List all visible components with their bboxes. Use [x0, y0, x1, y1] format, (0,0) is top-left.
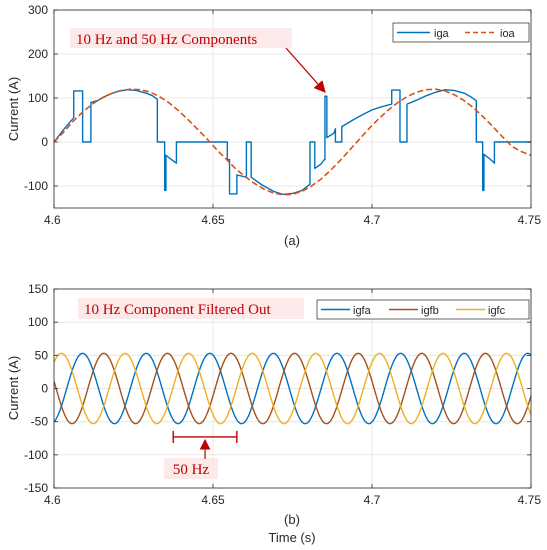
annotation-b-background: [78, 298, 304, 319]
x-tick-label: 4.7: [364, 493, 381, 507]
annotation-a-text: 10 Hz and 50 Hz Components: [76, 32, 257, 48]
panel-b-legend: igfa igfb igfc: [316, 299, 530, 320]
y-tick-label: -100: [24, 448, 48, 462]
x-tick-label: 4.75: [518, 213, 542, 227]
series-iga-line: [54, 88, 531, 196]
x-tick-label: 4.6: [44, 213, 61, 227]
panel-a-annotation: 10 Hz and 50 Hz Components: [70, 28, 326, 93]
panel-b-legend-box: [316, 299, 530, 320]
panel-b-series: [54, 352, 531, 425]
panel-a-frame: [53, 9, 532, 209]
period-marker-label-background: [164, 458, 218, 479]
panel-a-legend-box: [392, 22, 530, 43]
x-tick-label: 4.6: [44, 493, 61, 507]
y-tick-label: -50: [31, 415, 49, 429]
y-tick-label: 100: [28, 315, 48, 329]
legend-iga-label: iga: [434, 28, 450, 40]
panel-a-label: (a): [284, 233, 300, 248]
series-igfc-line: [54, 352, 531, 425]
annotation-a-background: [70, 28, 292, 48]
period-marker: 50 Hz: [164, 430, 238, 479]
y-tick-label: 300: [28, 3, 48, 17]
legend-igfc-label: igfc: [488, 305, 506, 317]
legend-igfb-label: igfb: [421, 305, 439, 317]
annotation-b-text: 10 Hz Component Filtered Out: [84, 302, 271, 318]
panel-a-ylabel: Current (A): [6, 77, 21, 141]
panel-b: 4.6 4.65 4.7 4.75 -150 -100 -50 0 50 100 150 Curre…: [6, 282, 541, 545]
annotation-a-arrow: [285, 47, 326, 93]
panel-b-annotation: 10 Hz Component Filtered Out: [78, 298, 304, 319]
y-tick-label: 50: [35, 348, 49, 362]
y-tick-label: -150: [24, 481, 48, 495]
panel-a-series: [54, 88, 531, 196]
y-tick-label: 200: [28, 47, 48, 61]
y-tick-label: 0: [41, 382, 48, 396]
legend-igfa-label: igfa: [353, 305, 372, 317]
panel-b-xlabel: Time (s): [268, 530, 315, 545]
panel-a-legend: iga ioa: [392, 22, 530, 43]
y-tick-label: 150: [28, 282, 48, 296]
y-tick-label: -100: [24, 179, 48, 193]
panel-a: 4.6 4.65 4.7 4.75 -100 0 100 200 300 Current (A)…: [6, 3, 541, 248]
x-tick-label: 4.65: [201, 493, 225, 507]
y-tick-label: 0: [41, 135, 48, 149]
x-tick-label: 4.7: [364, 213, 381, 227]
series-igfb-line: [54, 352, 531, 425]
period-marker-label: 50 Hz: [173, 462, 210, 478]
panel-b-ylabel: Current (A): [6, 356, 21, 420]
panel-a-ticks: 4.6 4.65 4.7 4.75 -100 0 100 200 300: [24, 3, 541, 227]
x-tick-label: 4.75: [518, 493, 542, 507]
y-tick-label: 100: [28, 91, 48, 105]
panel-b-label: (b): [284, 512, 300, 527]
panel-b-ticks: 4.6 4.65 4.7 4.75 -150 -100 -50 0 50 100 150: [24, 282, 541, 507]
legend-ioa-label: ioa: [500, 28, 516, 40]
x-tick-label: 4.65: [201, 213, 225, 227]
series-igfa-line: [54, 352, 531, 425]
